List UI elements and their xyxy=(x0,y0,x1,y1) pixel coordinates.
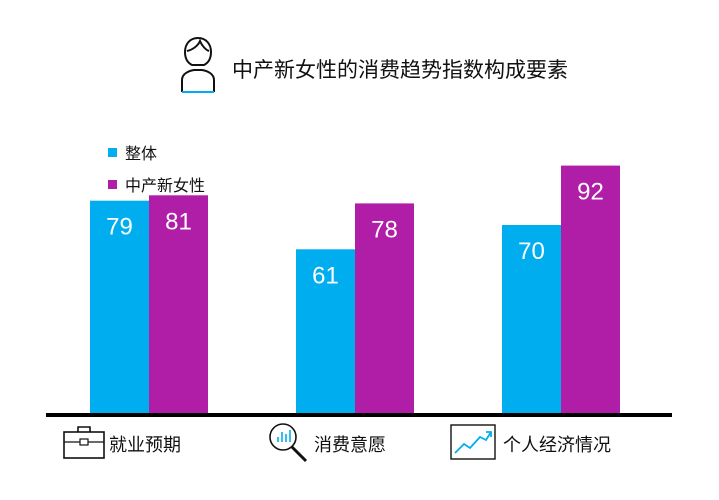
legend-label-new-women: 中产新女性 xyxy=(125,176,206,195)
bar-overall-1 xyxy=(296,249,355,414)
data-label-new-women-0: 81 xyxy=(165,208,192,235)
category-label-finance: 个人经济情况 xyxy=(503,435,611,456)
category-label-consumption: 消费意愿 xyxy=(314,435,386,456)
bar-overall-2 xyxy=(502,225,561,414)
legend-item-overall: 整体 xyxy=(108,136,205,168)
legend: 整体 中产新女性 xyxy=(108,136,205,200)
data-label-new-women-2: 92 xyxy=(577,179,604,206)
bar-new-women-2 xyxy=(561,165,620,414)
bar-overall-0 xyxy=(90,200,149,414)
data-label-new-women-1: 78 xyxy=(371,216,398,243)
legend-swatch-overall xyxy=(108,147,117,157)
category-label-employment: 就业预期 xyxy=(109,435,181,456)
briefcase-icon xyxy=(63,426,105,459)
data-label-overall-1: 61 xyxy=(312,262,339,289)
trend-line-icon xyxy=(450,424,496,460)
bar-new-women-0 xyxy=(149,195,208,414)
chart-title: 中产新女性的消费趋势指数构成要素 xyxy=(232,58,568,82)
legend-swatch-new-women xyxy=(108,179,117,189)
legend-item-new-women: 中产新女性 xyxy=(108,168,205,200)
magnifier-chart-icon xyxy=(269,423,308,463)
legend-label-overall: 整体 xyxy=(125,144,158,163)
woman-avatar-icon xyxy=(181,36,215,93)
bar-new-women-1 xyxy=(355,203,414,414)
data-label-overall-0: 79 xyxy=(106,214,133,241)
data-label-overall-2: 70 xyxy=(518,238,545,265)
